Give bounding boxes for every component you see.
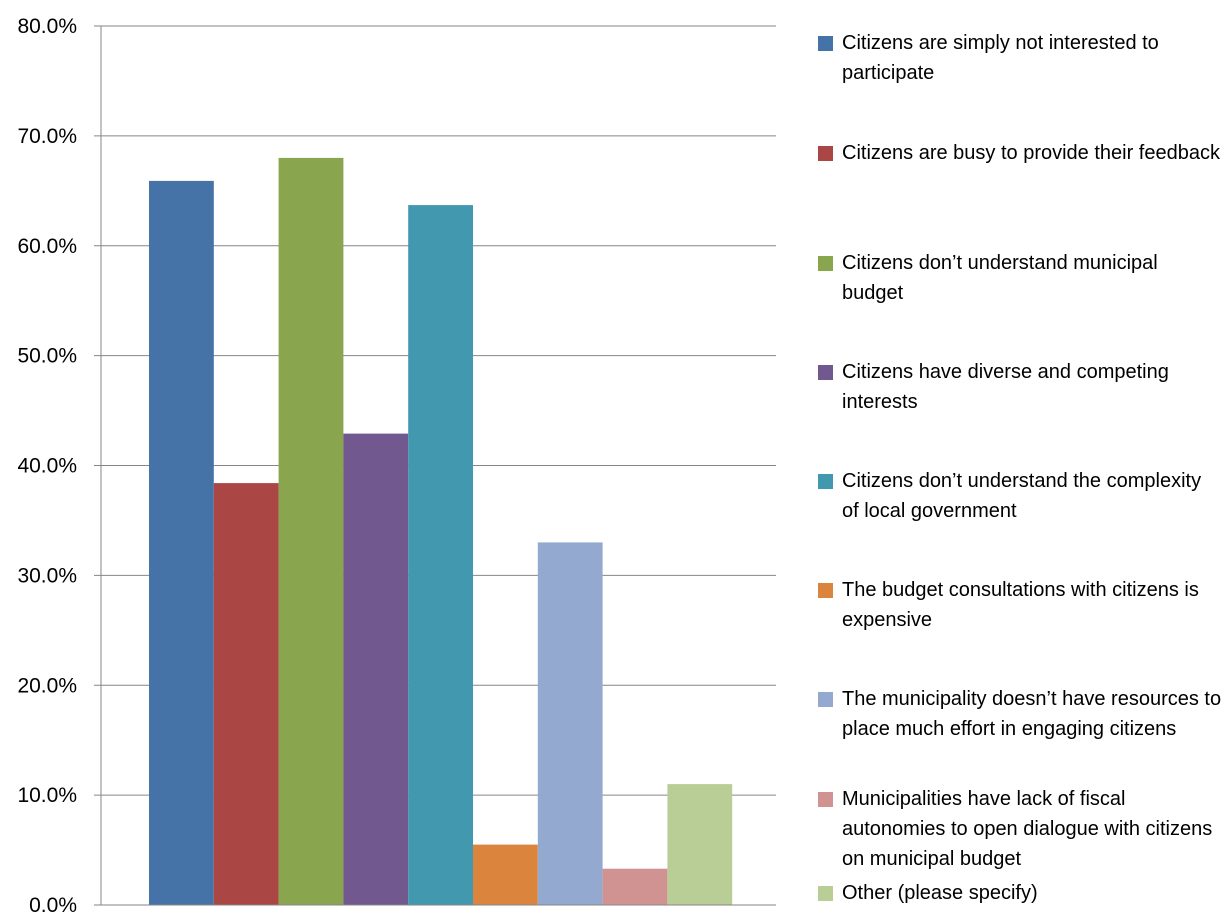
legend-label: Municipalities have lack of fiscal auton… [842, 788, 1213, 870]
bar [537, 542, 603, 905]
bar [213, 483, 279, 905]
y-tick-label: 30.0% [17, 564, 77, 587]
axes [94, 25, 776, 906]
legend-label: The budget consultations with citizens i… [842, 579, 1199, 631]
legend-swatch [818, 692, 833, 707]
bars [149, 157, 733, 906]
legend-swatch [818, 792, 833, 807]
legend-swatch [818, 36, 833, 51]
legend-swatch [818, 256, 833, 271]
bar [667, 784, 733, 905]
y-tick-label: 70.0% [17, 125, 77, 148]
legend-label: The municipality doesn’t have resources … [842, 688, 1222, 740]
legend-label: Other (please specify) [842, 882, 1038, 904]
y-tick-labels: 0.0% 10.0% 20.0% 30.0% 40.0% 50.0% 60.0% 70.0% 8… [17, 15, 77, 917]
y-tick-label: 50.0% [17, 345, 77, 368]
y-tick-label: 20.0% [17, 674, 77, 697]
legend-swatch [818, 474, 833, 489]
bar [473, 844, 538, 905]
legend-label: Citizens are busy to provide their feedb… [842, 142, 1220, 164]
legend-swatch [818, 583, 833, 598]
bar [278, 157, 344, 905]
bar [602, 868, 668, 905]
y-tick-label: 60.0% [17, 235, 77, 258]
bar [408, 205, 473, 906]
y-tick-label: 40.0% [17, 455, 77, 478]
bar [149, 180, 214, 905]
legend-label: Citizens are simply not interested to pa… [842, 32, 1159, 84]
bar [343, 433, 409, 905]
y-tick-label: 80.0% [17, 15, 77, 38]
y-tick-label: 0.0% [29, 894, 77, 917]
legend-label: Citizens don’t understand municipal budg… [842, 252, 1158, 304]
legend-swatch [818, 365, 833, 380]
legend-swatch [818, 146, 833, 161]
legend-label: Citizens don’t understand the complexity… [842, 470, 1202, 522]
legend-swatch [818, 886, 833, 901]
legend-label: Citizens have diverse and competing inte… [842, 361, 1169, 413]
y-tick-label: 10.0% [17, 784, 77, 807]
